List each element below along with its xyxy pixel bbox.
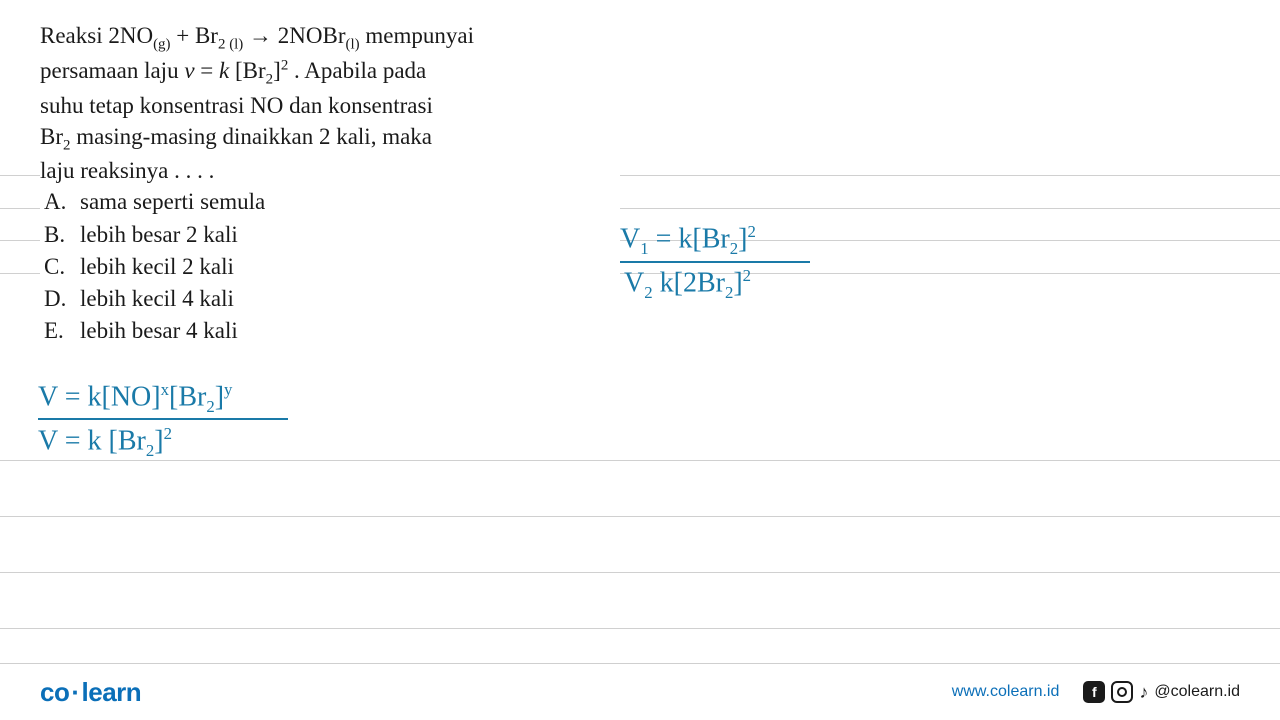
option-d-label: D.	[40, 283, 80, 315]
options-list: A. sama seperti semula B. lebih besar 2 …	[40, 186, 620, 347]
handwritten-formula-1: V = k[NO]x[Br2]y	[38, 380, 232, 417]
social-handle: @colearn.id	[1154, 683, 1240, 701]
website-url: www.colearn.id	[952, 683, 1060, 701]
option-c-text: lebih kecil 2 kali	[80, 251, 234, 283]
handwritten-underline-2	[620, 261, 810, 263]
question-text: Reaksi 2NO(g) + Br2 (l) → 2NOBr(l) mempu…	[40, 20, 620, 347]
facebook-icon: f	[1083, 681, 1105, 703]
tiktok-icon: ♪	[1139, 682, 1148, 703]
option-d-text: lebih kecil 4 kali	[80, 283, 234, 315]
option-b: B. lebih besar 2 kali	[40, 219, 620, 251]
footer-right: www.colearn.id f ♪ @colearn.id	[952, 681, 1240, 703]
handwritten-formula-2: V = k [Br2]2	[38, 424, 172, 461]
footer: co·learn www.colearn.id f ♪ @colearn.id	[0, 664, 1280, 720]
option-e-label: E.	[40, 315, 80, 347]
option-a-label: A.	[40, 186, 80, 218]
brand-logo: co·learn	[40, 677, 141, 708]
question-line-3: suhu tetap konsentrasi NO dan konsentras…	[40, 90, 620, 121]
logo-co: co	[40, 677, 69, 707]
option-a: A. sama seperti semula	[40, 186, 620, 218]
handwritten-formula-3: V1 = k[Br2]2	[620, 222, 756, 259]
logo-dot: ·	[69, 677, 81, 707]
option-c: C. lebih kecil 2 kali	[40, 251, 620, 283]
content-area: Reaksi 2NO(g) + Br2 (l) → 2NOBr(l) mempu…	[0, 0, 1280, 660]
instagram-icon	[1111, 681, 1133, 703]
question-line-2: persamaan laju v = k [Br2]2 . Apabila pa…	[40, 55, 620, 90]
handwritten-underline-1	[38, 418, 288, 420]
option-e: E. lebih besar 4 kali	[40, 315, 620, 347]
option-c-label: C.	[40, 251, 80, 283]
option-b-text: lebih besar 2 kali	[80, 219, 238, 251]
question-line-4: Br2 masing-masing dinaikkan 2 kali, maka	[40, 121, 620, 156]
option-d: D. lebih kecil 4 kali	[40, 283, 620, 315]
question-line-5: laju reaksinya . . . .	[40, 155, 620, 186]
option-b-label: B.	[40, 219, 80, 251]
option-e-text: lebih besar 4 kali	[80, 315, 238, 347]
option-a-text: sama seperti semula	[80, 186, 265, 218]
handwritten-formula-4: V2 k[2Br2]2	[624, 266, 751, 303]
question-line-1: Reaksi 2NO(g) + Br2 (l) → 2NOBr(l) mempu…	[40, 20, 620, 55]
social-group: f ♪ @colearn.id	[1083, 681, 1240, 703]
logo-learn: learn	[82, 677, 142, 707]
